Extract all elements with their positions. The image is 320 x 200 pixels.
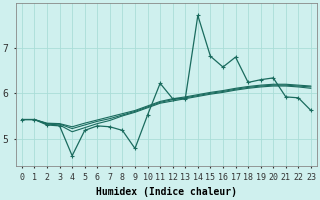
X-axis label: Humidex (Indice chaleur): Humidex (Indice chaleur) bbox=[96, 187, 237, 197]
